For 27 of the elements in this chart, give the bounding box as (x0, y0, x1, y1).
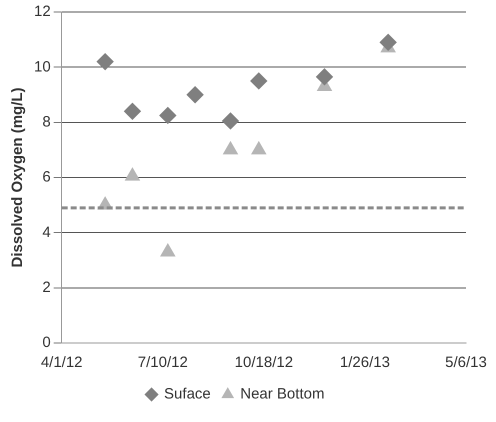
y-tick-label: 2 (42, 278, 51, 296)
x-tick-label: 10/18/12 (234, 354, 294, 372)
point (96, 53, 114, 70)
point (124, 102, 141, 120)
point (251, 141, 266, 154)
point (160, 243, 176, 256)
point (380, 34, 397, 51)
y-tick-label: 6 (42, 168, 51, 186)
x-tick-label: 5/6/13 (445, 354, 487, 372)
point (316, 68, 333, 86)
legend-label: Suface (164, 386, 211, 403)
y-tick-label: 12 (34, 3, 51, 20)
point (250, 72, 268, 90)
y-tick-label: 10 (34, 58, 51, 76)
point (159, 106, 176, 124)
point (223, 141, 238, 154)
x-tick-label: 7/10/12 (138, 354, 188, 372)
y-axis-title: Dissolved Oxygen (mg/L) (9, 87, 26, 268)
y-tick-label: 8 (42, 113, 51, 130)
point (222, 112, 239, 130)
point (186, 86, 204, 104)
x-tick-label: 1/26/13 (340, 354, 390, 372)
x-tick-label: 4/1/12 (40, 354, 83, 372)
y-tick-label: 0 (42, 334, 51, 352)
point (125, 168, 140, 181)
y-tick-label: 4 (42, 224, 51, 241)
legend-label: Near Bottom (240, 386, 324, 403)
